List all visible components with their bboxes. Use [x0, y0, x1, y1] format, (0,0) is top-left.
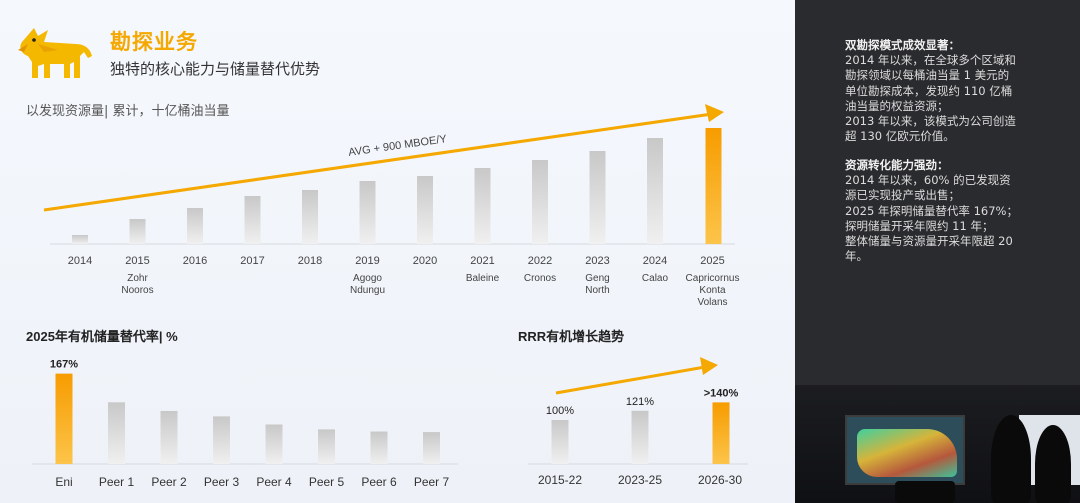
chart1-sublabel: Nooros	[121, 285, 153, 296]
chart1-sublabel: Volans	[697, 297, 727, 308]
control-room-photo	[795, 385, 1080, 503]
chart2-xtick-Peer 3: Peer 3	[204, 475, 240, 489]
chart1-bar-2015	[129, 219, 146, 244]
chart1-xtick-2016: 2016	[183, 255, 207, 267]
chart1-bar-2017	[244, 196, 261, 244]
chart1-xtick-2019: 2019	[355, 255, 379, 267]
chart1-sublabel: Geng	[585, 273, 609, 284]
chart1-bar-2019	[359, 181, 376, 244]
chart1-xtick-2017: 2017	[240, 255, 264, 267]
chart3-value-label: >140%	[704, 387, 739, 399]
chart2-bar-Eni	[55, 373, 73, 464]
main-slide: 勘探业务 独特的核心能力与储量替代优势 以发现资源量| 累计，十亿桶油当量 20…	[0, 0, 795, 503]
chart1-xtick-2021: 2021	[470, 255, 494, 267]
chart1-bar-2025	[705, 128, 722, 244]
panel-block1-line: 单位勘探成本，发现约 110 亿桶	[845, 83, 1013, 98]
chart1-xtick-2018: 2018	[298, 255, 322, 267]
chart2-xtick-Peer 5: Peer 5	[309, 475, 345, 489]
panel-block2-line: 探明储量开采年限约 11 年；	[845, 218, 994, 233]
panel-block1-line: 2013 年以来，该模式为公司创造	[845, 113, 1016, 128]
chart1-sublabel: Konta	[699, 285, 726, 296]
chart1-trend-arrow	[43, 112, 713, 212]
chart1-xtick-2015: 2015	[125, 255, 149, 267]
chart1-xtick-2020: 2020	[413, 255, 437, 267]
desk-silhouette	[895, 481, 955, 503]
panel-block-conversion: 资源转化能力强劲： 2014 年以来，60% 的已发现资 源已实现投产或出售； 20…	[845, 158, 1045, 264]
chart1-sublabel: Ndungu	[350, 285, 385, 296]
chart3-xtick-2015-22: 2015-22	[538, 473, 582, 487]
panel-block2-line: 2014 年以来，60% 的已发现资	[845, 173, 1011, 188]
chart2-xtick-Peer 7: Peer 7	[414, 475, 450, 489]
panel-block1-heading: 双勘探模式成效显著：	[845, 38, 960, 52]
terrain-monitor	[845, 415, 965, 485]
chart1-xtick-2023: 2023	[585, 255, 609, 267]
chart1-bar-2024	[647, 138, 663, 244]
panel-block2-line: 2025 年探明储量替代率 167%；	[845, 203, 1018, 218]
chart1-trend-arrowhead	[705, 104, 724, 122]
page-title: 勘探业务	[110, 30, 198, 54]
chart3-xtick-2026-30: 2026-30	[698, 473, 742, 487]
chart1-sublabel: Zohr	[127, 273, 148, 284]
chart3-bar-2023-25	[631, 410, 649, 464]
info-panel: 双勘探模式成效显著： 2014 年以来，在全球多个区域和 勘探领域以每桶油当量 1…	[795, 0, 1080, 503]
panel-block1-line: 油当量的权益资源；	[845, 98, 949, 113]
panel-block1-line: 勘探领域以每桶油当量 1 美元的	[845, 68, 1010, 83]
chart1-bar-2023	[589, 151, 606, 244]
chart1-xtick-2024: 2024	[643, 255, 667, 267]
chart2-value-label: 167%	[50, 359, 78, 371]
chart1-bar-2014	[72, 235, 88, 244]
chart2-xtick-Peer 2: Peer 2	[151, 475, 187, 489]
chart1-xtick-2014: 2014	[68, 255, 92, 267]
chart1-sublabel: North	[585, 285, 609, 296]
chart2-xtick-Peer 4: Peer 4	[256, 475, 292, 489]
chart3-value-label: 100%	[546, 405, 574, 417]
chart3-bar-2026-30	[712, 402, 730, 464]
chart2-title: 2025年有机储量替代率| %	[26, 329, 178, 344]
chart1-xtick-2025: 2025	[700, 255, 724, 267]
chart1-sublabel: Capricornus	[686, 273, 740, 284]
chart2-bar-Peer 1	[108, 402, 125, 464]
panel-block2-heading: 资源转化能力强劲：	[845, 158, 949, 172]
chart3-value-label: 121%	[626, 396, 654, 408]
chart1-sublabel: Baleine	[466, 273, 500, 284]
chart1-bar-2018	[302, 190, 318, 244]
chart3-trend-arrowhead	[700, 357, 718, 375]
chart1-sublabel: Cronos	[524, 273, 556, 284]
eni-dog-logo-icon	[18, 28, 92, 78]
person-silhouette	[1035, 425, 1071, 503]
chart3-bar-2015-22	[551, 420, 569, 464]
chart2-bar-Peer 6	[370, 431, 388, 464]
panel-block2-line: 整体储量与资源量开采年限超 20	[845, 233, 1013, 248]
chart1-bar-2022	[532, 160, 548, 244]
chart2-bar-Peer 5	[318, 429, 335, 464]
chart2-xtick-Peer 6: Peer 6	[361, 475, 397, 489]
panel-block1-line: 超 130 亿欧元价值。	[845, 129, 955, 144]
chart3-xtick-2023-25: 2023-25	[618, 473, 662, 487]
chart1-bar-2020	[417, 176, 433, 244]
chart1-sublabel: Calao	[642, 273, 669, 284]
chart2-bar-Peer 7	[423, 432, 440, 464]
chart3-trend-arrow	[555, 365, 706, 395]
chart2-xtick-Eni: Eni	[55, 475, 72, 489]
chart2-bar-Peer 3	[213, 416, 230, 464]
panel-block-exploration: 双勘探模式成效显著： 2014 年以来，在全球多个区域和 勘探领域以每桶油当量 1…	[845, 38, 1045, 144]
chart2-xtick-Peer 1: Peer 1	[99, 475, 135, 489]
chart2-bar-Peer 2	[160, 410, 178, 464]
chart3-title: RRR有机增长趋势	[518, 329, 624, 344]
page-subtitle: 独特的核心能力与储量替代优势	[110, 60, 321, 78]
panel-block2-line: 源已实现投产或出售；	[845, 188, 960, 203]
chart2-bar-Peer 4	[265, 424, 283, 464]
person-silhouette	[991, 415, 1031, 503]
chart1-xtick-2022: 2022	[528, 255, 552, 267]
chart1-sublabel: Agogo	[353, 273, 382, 284]
chart1-bar-2021	[474, 168, 491, 244]
chart1-title: 以发现资源量| 累计，十亿桶油当量	[26, 104, 230, 119]
chart1-bar-2016	[187, 208, 203, 244]
panel-block2-line: 年。	[845, 249, 868, 264]
panel-block1-line: 2014 年以来，在全球多个区域和	[845, 53, 1016, 68]
